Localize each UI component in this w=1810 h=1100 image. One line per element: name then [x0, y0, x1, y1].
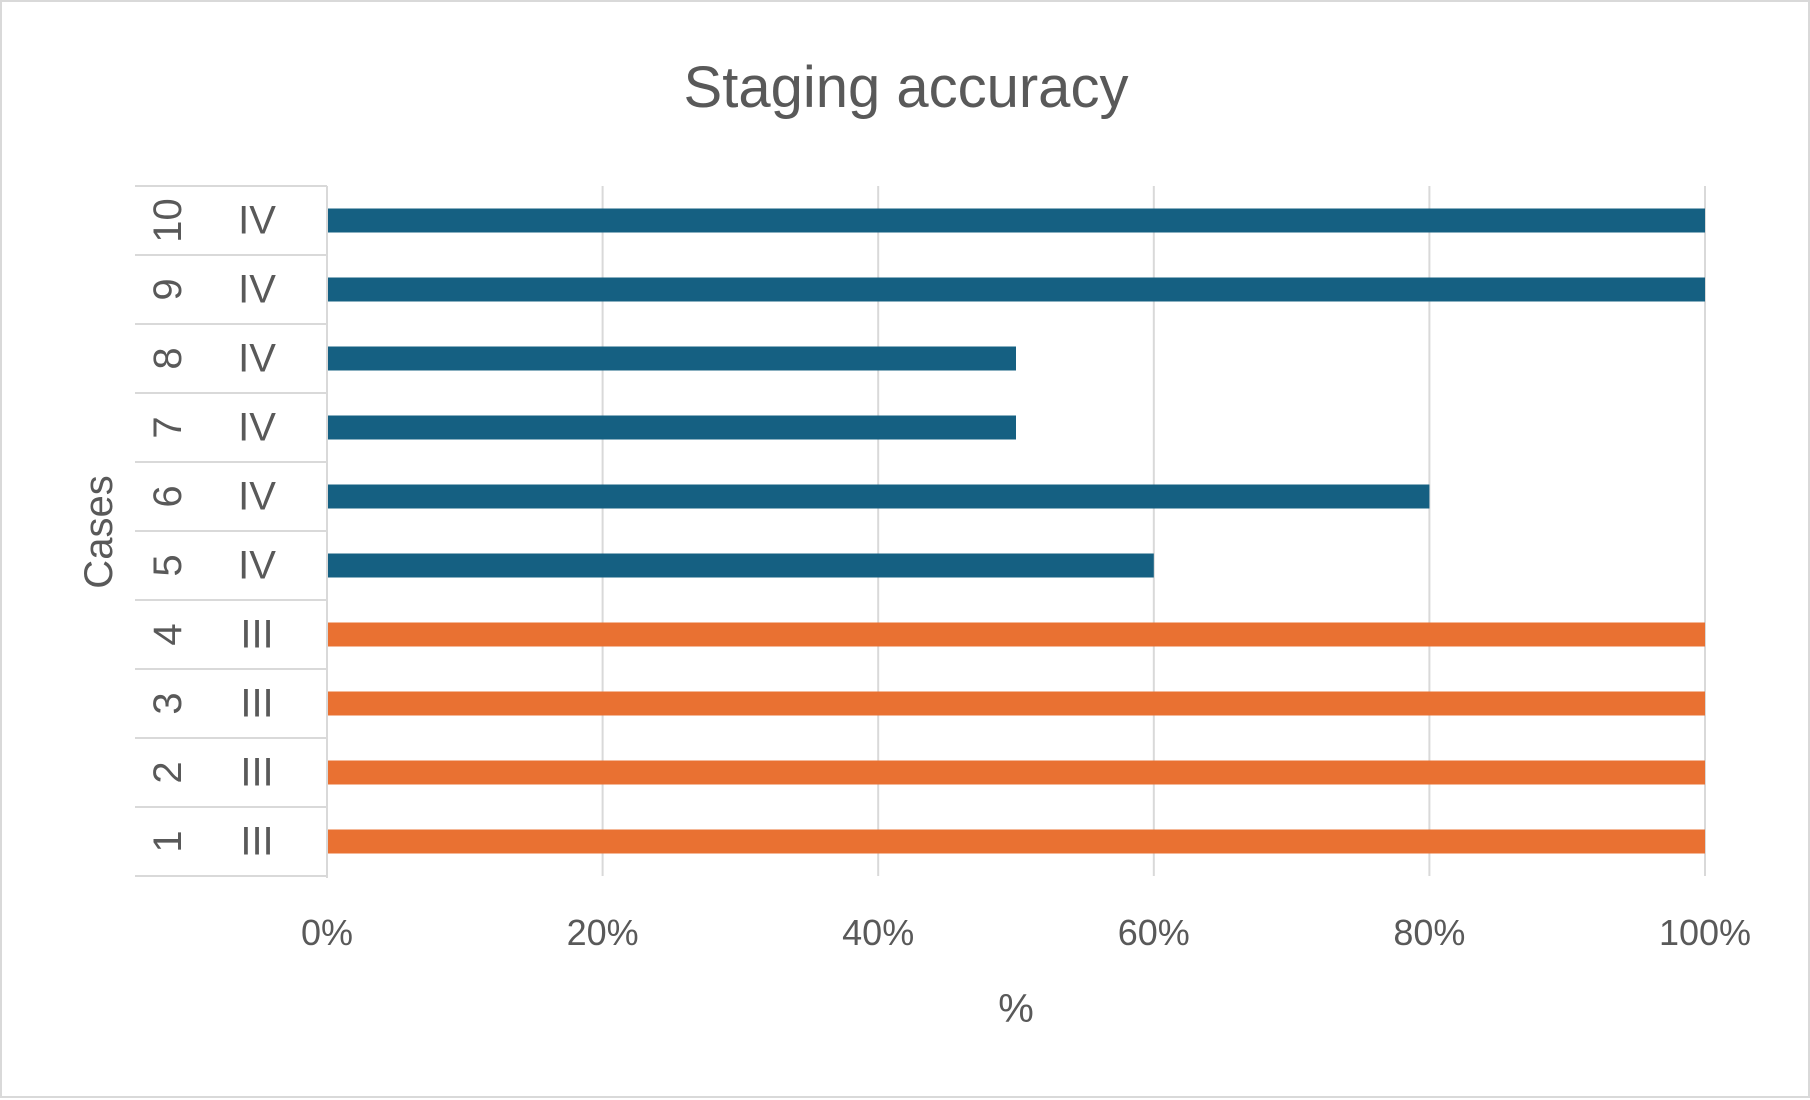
bar [327, 553, 1154, 578]
case-label: 5 [146, 554, 190, 576]
bar-layer [327, 208, 1705, 854]
case-label: 1 [146, 830, 190, 852]
case-label: 4 [146, 623, 190, 645]
y-axis-label: Cases [77, 475, 121, 588]
stage-label: IV [238, 199, 276, 243]
bar [327, 829, 1705, 854]
stage-label: III [240, 682, 273, 726]
case-label: 6 [146, 485, 190, 507]
case-label: 8 [146, 347, 190, 369]
bar [327, 484, 1430, 509]
bar [327, 622, 1705, 647]
stage-label: III [240, 613, 273, 657]
stage-label: IV [238, 406, 276, 450]
stage-label: III [240, 820, 273, 864]
case-label: 9 [146, 278, 190, 300]
x-tick-label: 0% [301, 912, 353, 953]
case-label: 7 [146, 416, 190, 438]
x-tick-label: 40% [842, 912, 914, 953]
case-label: 3 [146, 692, 190, 714]
case-label: 2 [146, 761, 190, 783]
bar [327, 208, 1705, 233]
bar [327, 415, 1016, 440]
stage-label: III [240, 751, 273, 795]
stage-label: IV [238, 544, 276, 588]
stage-label: IV [238, 337, 276, 381]
bar [327, 760, 1705, 785]
stage-label: IV [238, 268, 276, 312]
stage-label: IV [238, 475, 276, 519]
x-tick-label: 60% [1118, 912, 1190, 953]
bar [327, 277, 1705, 302]
bar [327, 691, 1705, 716]
x-tick-label: 20% [567, 912, 639, 953]
x-tick-label: 100% [1659, 912, 1751, 953]
case-label: 10 [146, 198, 190, 243]
x-tick-label: 80% [1393, 912, 1465, 953]
chart-title: Staging accuracy [684, 55, 1129, 120]
x-axis-label: % [998, 987, 1034, 1031]
axis-layer: 0% 20% 40% 60% 80% 100% III 1 III 2 III 3 III 4 IV 5 IV 6… [135, 185, 1751, 953]
bar [327, 346, 1016, 371]
